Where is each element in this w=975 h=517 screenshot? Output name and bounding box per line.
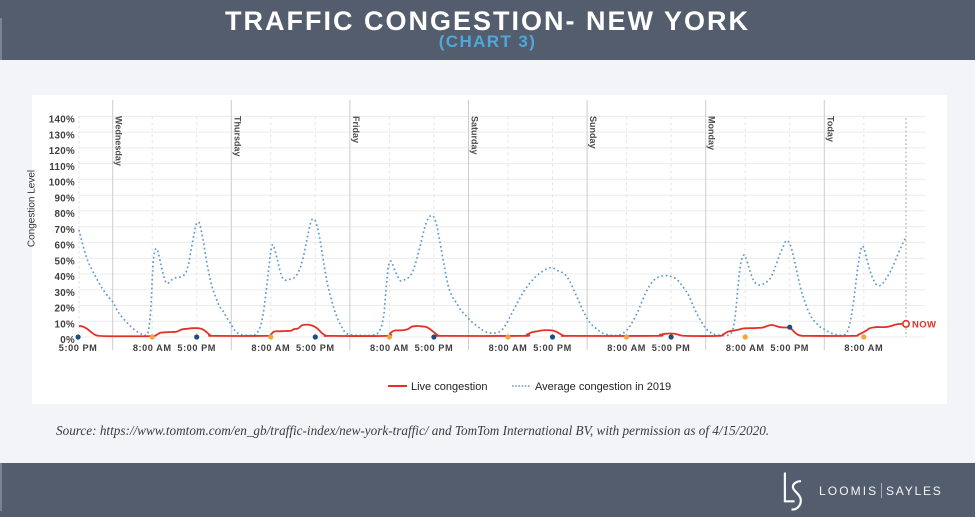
svg-text:90%: 90% (54, 193, 75, 204)
svg-text:60%: 60% (54, 241, 75, 252)
svg-text:140%: 140% (49, 115, 75, 126)
svg-text:Live congestion: Live congestion (411, 381, 487, 393)
svg-text:5:00 PM: 5:00 PM (415, 343, 454, 353)
svg-text:5:00 PM: 5:00 PM (770, 343, 809, 353)
svg-text:10%: 10% (54, 319, 75, 330)
svg-text:NOW: NOW (912, 319, 936, 330)
svg-text:5:00 PM: 5:00 PM (652, 343, 691, 353)
svg-text:5:00 PM: 5:00 PM (177, 343, 216, 353)
svg-text:130%: 130% (49, 130, 75, 141)
svg-text:8:00 AM: 8:00 AM (844, 343, 883, 353)
svg-text:80%: 80% (54, 209, 75, 220)
svg-text:Wednesday: Wednesday (114, 116, 124, 166)
svg-text:8:00 AM: 8:00 AM (489, 343, 528, 353)
svg-text:120%: 120% (49, 146, 75, 157)
svg-text:8:00 AM: 8:00 AM (370, 343, 409, 353)
svg-text:5:00 PM: 5:00 PM (296, 343, 335, 353)
svg-text:Average congestion in 2019: Average congestion in 2019 (535, 381, 671, 393)
svg-text:8:00 AM: 8:00 AM (607, 343, 646, 353)
svg-text:110%: 110% (49, 162, 75, 173)
svg-text:50%: 50% (54, 256, 75, 267)
svg-text:70%: 70% (54, 225, 75, 236)
svg-text:8:00 AM: 8:00 AM (726, 343, 765, 353)
svg-text:Today: Today (825, 116, 835, 142)
svg-text:Monday: Monday (707, 116, 717, 150)
svg-text:20%: 20% (54, 304, 75, 315)
svg-text:Thursday: Thursday (232, 116, 242, 157)
svg-text:8:00 AM: 8:00 AM (251, 343, 290, 353)
svg-text:Sunday: Sunday (588, 116, 598, 149)
svg-text:Friday: Friday (351, 116, 361, 143)
svg-text:0%: 0% (60, 335, 75, 346)
svg-text:5:00 PM: 5:00 PM (59, 343, 98, 353)
svg-text:100%: 100% (49, 178, 75, 189)
svg-text:40%: 40% (54, 272, 75, 283)
svg-text:Saturday: Saturday (470, 116, 480, 155)
svg-text:5:00 PM: 5:00 PM (533, 343, 572, 353)
svg-text:30%: 30% (54, 288, 75, 299)
svg-text:8:00 AM: 8:00 AM (133, 343, 172, 353)
